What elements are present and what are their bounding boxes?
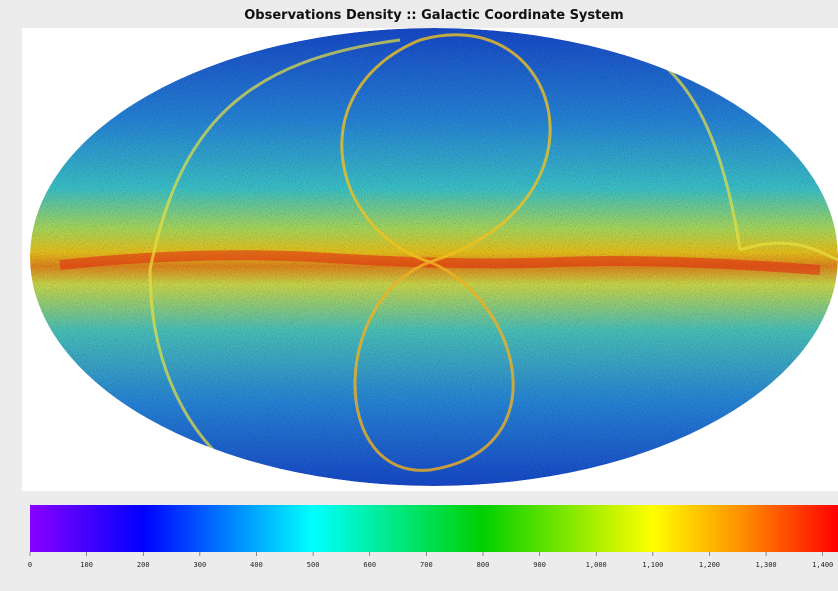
tick-label: 300 bbox=[194, 561, 207, 569]
tick-label: 1,400 bbox=[812, 561, 833, 569]
density-map bbox=[30, 28, 838, 486]
title: Observations Density :: Galactic Coordin… bbox=[244, 8, 623, 23]
tick-label: 600 bbox=[363, 561, 376, 569]
tick-label: 400 bbox=[250, 561, 263, 569]
tick-label: 1,000 bbox=[586, 561, 607, 569]
tick-label: 800 bbox=[477, 561, 490, 569]
tick-label: 200 bbox=[137, 561, 150, 569]
tick-label: 1,200 bbox=[699, 561, 720, 569]
tick-label: 900 bbox=[533, 561, 546, 569]
tick-label: 500 bbox=[307, 561, 320, 569]
tick-label: 1,300 bbox=[756, 561, 777, 569]
colorbar-ticks: 0 100 200 300 400 500 600 700 800 900 1,000 1,100 1,… bbox=[28, 552, 833, 569]
tick-label: 0 bbox=[28, 561, 32, 569]
tick-label: 700 bbox=[420, 561, 433, 569]
tick-label: 100 bbox=[80, 561, 93, 569]
colorbar bbox=[30, 505, 838, 552]
tick-label: 1,100 bbox=[642, 561, 663, 569]
